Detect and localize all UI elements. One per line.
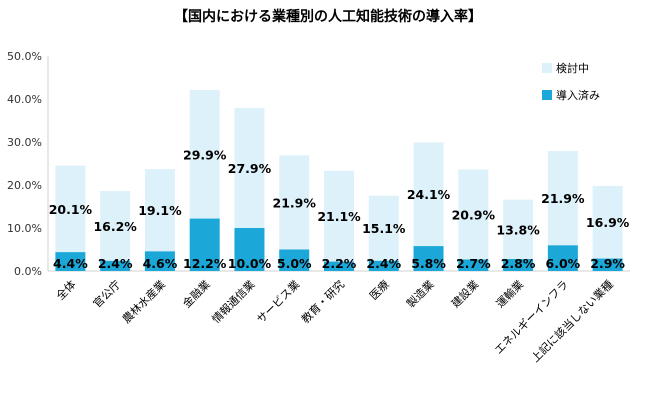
y-tick-label: 40.0% <box>7 93 42 106</box>
data-label-adopted: 2.4% <box>366 256 401 271</box>
y-tick-label: 0.0% <box>14 265 42 278</box>
bar-considering <box>368 195 399 261</box>
data-label-considering: 21.9% <box>541 191 585 206</box>
y-tick-label: 50.0% <box>7 50 42 63</box>
data-label-considering: 13.8% <box>496 222 540 237</box>
bar-considering <box>458 169 489 260</box>
bar-considering <box>324 170 354 262</box>
x-category-label: 医療 <box>366 277 391 302</box>
data-label-adopted: 6.0% <box>546 256 581 271</box>
data-label-adopted: 2.9% <box>590 256 625 271</box>
y-tick-label: 30.0% <box>7 136 42 149</box>
x-category-label: 運輸業 <box>493 277 526 310</box>
bar-adopted <box>100 260 131 271</box>
bar-adopted <box>189 218 220 271</box>
data-label-adopted: 2.7% <box>456 256 491 271</box>
data-label-considering: 21.9% <box>273 195 317 210</box>
bar-considering <box>547 151 578 246</box>
data-label-considering: 27.9% <box>228 161 272 176</box>
bar-adopted <box>547 245 578 271</box>
bar-adopted <box>144 251 175 271</box>
data-label-adopted: 4.4% <box>53 256 88 271</box>
bar-adopted <box>324 261 354 271</box>
chart-title: 【国内における業種別の人工知能技術の導入率】 <box>174 9 482 25</box>
x-category-label: 全体 <box>53 277 78 302</box>
bar-adopted <box>234 228 265 271</box>
legend-label-adopted: 導入済み <box>556 88 600 102</box>
legend-label-considering: 検討中 <box>556 61 589 75</box>
data-label-adopted: 4.6% <box>143 256 178 271</box>
x-category-label: 建設業 <box>448 277 481 310</box>
bar-considering <box>503 199 534 259</box>
data-label-considering: 20.1% <box>49 202 93 217</box>
bar-considering <box>189 89 220 219</box>
legend-swatch-adopted <box>542 90 552 100</box>
legend-swatch-considering <box>542 63 552 73</box>
x-category-label: 農林水産業 <box>119 277 168 326</box>
x-category-label: 教育・研究 <box>298 277 347 326</box>
data-label-considering: 20.9% <box>452 207 496 222</box>
data-label-considering: 29.9% <box>183 147 227 162</box>
data-label-adopted: 5.8% <box>411 256 446 271</box>
x-category-label: 金融業 <box>180 277 213 310</box>
x-category-label: 上記に該当しない業種 <box>528 277 616 365</box>
bar-considering <box>55 165 86 253</box>
bar-considering <box>144 169 175 252</box>
data-label-adopted: 12.2% <box>183 256 227 271</box>
bar-adopted <box>592 258 623 271</box>
data-label-considering: 16.9% <box>586 215 630 230</box>
x-category-label: 官公庁 <box>90 277 123 310</box>
bar-considering <box>279 155 310 250</box>
y-tick-label: 20.0% <box>7 179 42 192</box>
bar-adopted <box>368 260 399 271</box>
data-label-adopted: 2.4% <box>98 256 133 271</box>
bar-considering <box>234 108 265 228</box>
data-label-considering: 24.1% <box>407 187 451 202</box>
data-label-adopted: 2.8% <box>501 256 536 271</box>
bar-adopted <box>458 259 489 271</box>
y-tick-label: 10.0% <box>7 222 42 235</box>
data-label-considering: 16.2% <box>93 219 137 234</box>
bar-considering <box>100 191 131 261</box>
data-label-adopted: 10.0% <box>228 256 272 271</box>
data-label-considering: 15.1% <box>362 221 406 236</box>
data-label-considering: 19.1% <box>138 203 182 218</box>
bar-considering <box>592 185 623 259</box>
bar-considering <box>413 142 444 247</box>
bar-adopted <box>279 249 310 271</box>
bar-adopted <box>55 252 86 271</box>
x-category-label: サービス業 <box>254 278 302 326</box>
bar-adopted <box>503 258 534 271</box>
data-label-adopted: 5.0% <box>277 256 312 271</box>
x-category-label: 製造業 <box>403 277 436 310</box>
x-category-label: 情報通信業 <box>209 278 257 326</box>
data-label-adopted: 2.2% <box>322 256 357 271</box>
data-label-considering: 21.1% <box>317 209 361 224</box>
bar-adopted <box>413 246 444 271</box>
